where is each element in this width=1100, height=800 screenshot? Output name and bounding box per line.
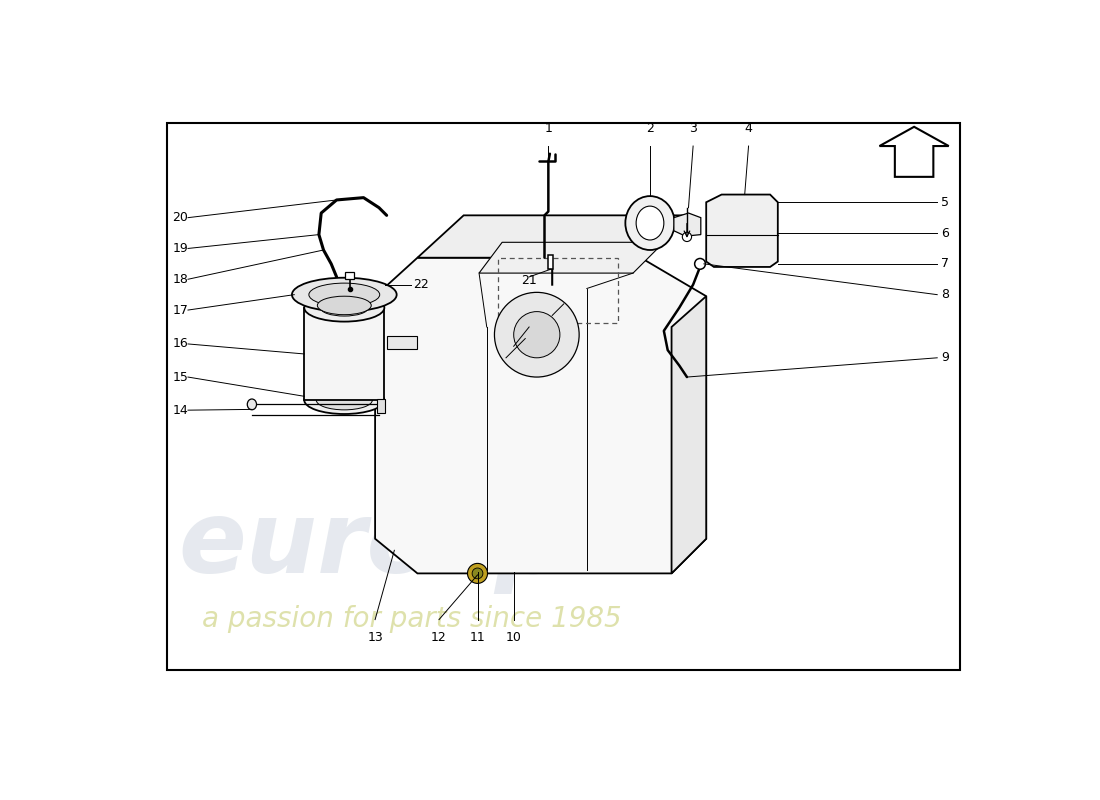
- Circle shape: [468, 563, 487, 583]
- Text: 8: 8: [942, 288, 949, 301]
- Text: 9: 9: [942, 351, 949, 364]
- Bar: [548, 254, 553, 270]
- Text: 14: 14: [173, 404, 188, 417]
- Text: 10: 10: [506, 631, 521, 644]
- Text: 22: 22: [414, 278, 429, 291]
- Circle shape: [472, 568, 483, 578]
- Polygon shape: [671, 296, 706, 574]
- Text: 12: 12: [431, 631, 447, 644]
- Ellipse shape: [625, 196, 674, 250]
- Text: 11: 11: [470, 631, 485, 644]
- Text: 19: 19: [173, 242, 188, 255]
- Text: 16: 16: [173, 338, 188, 350]
- Polygon shape: [480, 242, 664, 273]
- Bar: [345, 271, 354, 279]
- Ellipse shape: [636, 206, 664, 240]
- Text: 18: 18: [173, 273, 188, 286]
- Text: 1: 1: [544, 122, 552, 134]
- Ellipse shape: [305, 294, 384, 322]
- Text: 17: 17: [173, 303, 188, 317]
- Bar: [305, 308, 384, 400]
- Text: 13: 13: [367, 631, 383, 644]
- Polygon shape: [880, 127, 948, 177]
- Text: 20: 20: [173, 211, 188, 224]
- Text: eurospo: eurospo: [178, 498, 636, 594]
- Bar: [167, 123, 960, 670]
- Polygon shape: [387, 336, 418, 349]
- Ellipse shape: [317, 390, 372, 410]
- Circle shape: [494, 292, 580, 377]
- Text: 15: 15: [173, 370, 188, 383]
- Ellipse shape: [309, 283, 379, 306]
- Circle shape: [695, 258, 705, 270]
- Circle shape: [514, 311, 560, 358]
- Text: 3: 3: [690, 122, 697, 134]
- Polygon shape: [706, 194, 778, 267]
- Ellipse shape: [320, 299, 368, 316]
- Circle shape: [682, 232, 692, 242]
- Text: 2: 2: [646, 122, 653, 134]
- Text: 6: 6: [942, 226, 949, 239]
- Text: 7: 7: [942, 258, 949, 270]
- Ellipse shape: [248, 399, 256, 410]
- Polygon shape: [375, 258, 706, 574]
- Ellipse shape: [305, 386, 384, 414]
- Bar: [498, 258, 618, 323]
- Text: 21: 21: [521, 274, 537, 287]
- Text: 5: 5: [942, 196, 949, 209]
- Polygon shape: [418, 215, 686, 258]
- Ellipse shape: [317, 296, 371, 314]
- Text: a passion for parts since 1985: a passion for parts since 1985: [202, 606, 622, 634]
- Text: 4: 4: [745, 122, 752, 134]
- Polygon shape: [674, 213, 701, 236]
- Bar: [377, 399, 385, 414]
- Ellipse shape: [292, 278, 397, 312]
